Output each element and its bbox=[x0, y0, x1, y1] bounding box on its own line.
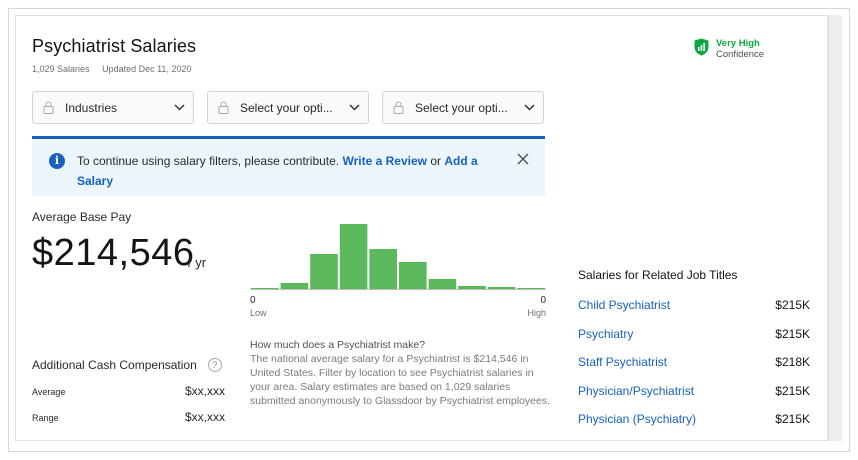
lock-icon bbox=[218, 101, 229, 114]
axis-low-label: Low bbox=[250, 308, 267, 318]
lock-icon bbox=[393, 101, 404, 114]
contribute-notice: i To continue using salary filters, plea… bbox=[32, 136, 545, 196]
related-salary: $215K bbox=[775, 326, 810, 341]
additional-title: Additional Cash Compensation bbox=[32, 358, 197, 372]
updated-date: Updated Dec 11, 2020 bbox=[102, 64, 192, 74]
close-icon[interactable] bbox=[517, 153, 529, 165]
axis-high: 0 High bbox=[506, 295, 546, 319]
related-job-link[interactable]: Psychiatry bbox=[578, 326, 634, 341]
info-icon: i bbox=[49, 153, 65, 169]
shield-chart-icon bbox=[694, 38, 709, 56]
related-salary: $215K bbox=[775, 298, 810, 313]
histogram-bar bbox=[310, 254, 338, 290]
average-pay-value: $214,546 bbox=[32, 232, 195, 274]
related-job-link[interactable]: Staff Psychiatrist bbox=[578, 355, 668, 370]
related-job-link[interactable]: Physician/Psychiatrist bbox=[578, 383, 695, 398]
average-pay-label: Average Base Pay bbox=[32, 210, 132, 224]
salary-count: 1,029 Salaries bbox=[32, 64, 90, 74]
chevron-down-icon bbox=[524, 104, 535, 111]
description-body: The national average salary for a Psychi… bbox=[250, 353, 550, 407]
additional-row-average: Average $xx,xxx bbox=[32, 384, 225, 398]
notice-text: To continue using salary filters, please… bbox=[77, 154, 340, 168]
related-row[interactable]: Physician (Psychiatry) $215K bbox=[578, 405, 810, 434]
industries-filter[interactable]: Industries bbox=[32, 91, 194, 124]
related-job-link[interactable]: Physician (Psychiatry) bbox=[578, 412, 697, 427]
salary-description: How much does a Psychiatrist make? The n… bbox=[250, 338, 550, 408]
filter-label: Select your opti... bbox=[240, 100, 333, 115]
additional-compensation: Additional Cash Compensation ? Average $… bbox=[32, 358, 225, 424]
experience-filter[interactable]: Select your opti... bbox=[382, 91, 544, 124]
filter-label: Industries bbox=[65, 100, 118, 115]
add-salary-link[interactable]: Add a Salary bbox=[77, 154, 478, 188]
page-title: Psychiatrist Salaries bbox=[32, 36, 197, 56]
additional-average-label: Average bbox=[32, 387, 66, 397]
notice-or: or bbox=[430, 154, 441, 168]
help-icon[interactable]: ? bbox=[207, 358, 222, 372]
axis-min-value: 0 bbox=[250, 295, 256, 306]
related-title: Salaries for Related Job Titles bbox=[578, 268, 738, 282]
additional-average-value: $xx,xxx bbox=[184, 384, 225, 398]
chevron-down-icon bbox=[174, 104, 185, 111]
axis-max-value: 0 bbox=[540, 295, 546, 306]
additional-title-row: Additional Cash Compensation ? bbox=[32, 358, 225, 372]
chevron-down-icon bbox=[349, 104, 360, 111]
related-row[interactable]: Physician/Psychiatrist $215K bbox=[578, 377, 810, 406]
additional-range-label: Range bbox=[32, 413, 59, 423]
histogram-bar bbox=[280, 283, 309, 290]
salary-meta: 1,029 Salaries Updated Dec 11, 2020 bbox=[32, 64, 191, 74]
confidence-label: Confidence bbox=[716, 49, 765, 60]
histogram-bar bbox=[339, 224, 368, 290]
related-salary: $218K bbox=[775, 355, 810, 370]
pay-unit: / yr bbox=[188, 255, 207, 270]
notice-message: To continue using salary filters, please… bbox=[77, 151, 497, 191]
description-question: How much does a Psychiatrist make? bbox=[250, 339, 426, 351]
lock-icon bbox=[43, 101, 54, 114]
additional-range-value: $xx,xxx bbox=[184, 410, 225, 424]
histogram-bar bbox=[399, 262, 427, 290]
histogram-bar bbox=[369, 249, 397, 290]
histogram-bar bbox=[487, 287, 516, 290]
related-salary: $215K bbox=[775, 412, 810, 427]
axis-low: 0 Low bbox=[250, 295, 267, 319]
confidence-level: Very High bbox=[716, 38, 760, 49]
related-job-link[interactable]: Child Psychiatrist bbox=[578, 298, 671, 313]
confidence-badge: Very High Confidence bbox=[694, 38, 764, 60]
related-row[interactable]: Child Psychiatrist $215K bbox=[578, 291, 810, 320]
related-row[interactable]: Staff Psychiatrist $218K bbox=[578, 348, 810, 377]
related-row[interactable]: Psychiatry $215K bbox=[578, 320, 810, 349]
filter-bar: Industries Select your opti... Select yo… bbox=[32, 91, 544, 124]
related-salary: $215K bbox=[775, 383, 810, 398]
salary-histogram bbox=[251, 224, 545, 290]
histogram-bar bbox=[428, 279, 457, 290]
additional-row-range: Range $xx,xxx bbox=[32, 410, 225, 424]
axis-high-label: High bbox=[527, 308, 546, 318]
histogram-bar bbox=[458, 286, 486, 290]
related-titles: Salaries for Related Job Titles Child Ps… bbox=[578, 268, 810, 434]
filter-label: Select your opti... bbox=[415, 100, 508, 115]
histogram-axis bbox=[250, 289, 546, 290]
write-review-link[interactable]: Write a Review bbox=[342, 154, 427, 168]
scrollbar-track[interactable] bbox=[828, 15, 842, 441]
location-filter[interactable]: Select your opti... bbox=[207, 91, 369, 124]
salary-card bbox=[15, 15, 828, 441]
